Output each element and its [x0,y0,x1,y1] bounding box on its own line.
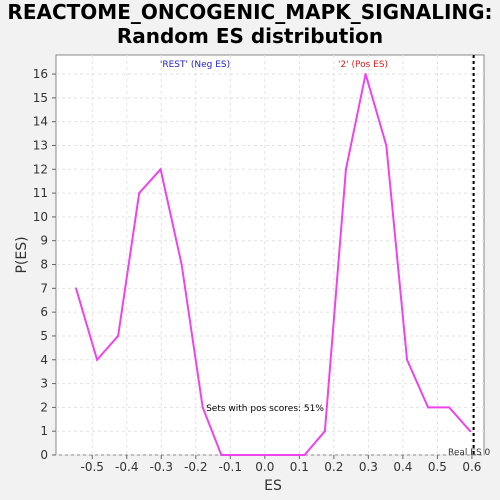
y-tick-label: 14 [33,115,48,129]
data-point [96,358,99,361]
x-tick-label: -0.2 [184,460,207,474]
data-point [303,454,306,456]
x-axis-title: ES [264,478,282,494]
data-point [180,263,183,266]
data-point [448,406,451,409]
x-tick-label: 0.6 [462,460,481,474]
x-tick-label: -0.1 [219,460,242,474]
chart-title-line-2: Random ES distribution [116,24,384,48]
pos-scores-note: Sets with pos scores: 51% [206,404,324,414]
data-point [284,454,287,456]
y-tick-label: 4 [40,353,48,367]
x-tick-label: 0.4 [393,460,412,474]
x-tick-label: -0.4 [115,460,138,474]
series-points [75,73,472,456]
data-point [201,406,204,409]
pos-es-label: '2' (Pos ES) [338,60,388,70]
data-point [220,454,223,456]
real-es-label: Real ES 0 [448,448,491,458]
y-tick-label: 0 [40,448,48,462]
chart-title: REACTOME_ONCOGENIC_MAPK_SIGNALING: Rando… [0,0,500,48]
x-axis-ticks: -0.5 -0.4 -0.3 -0.2 -0.1 0.0 0.1 0.2 0.3 0.4 0.5 0.… [81,455,481,474]
data-point [323,430,326,433]
data-point [385,144,388,147]
y-tick-label: 15 [33,91,48,105]
y-tick-label: 13 [33,138,48,152]
y-tick-label: 5 [40,329,48,343]
y-tick-label: 10 [33,210,48,224]
x-tick-label: 0.0 [255,460,274,474]
y-tick-label: 11 [33,186,48,200]
y-tick-label: 2 [40,400,48,414]
data-point [344,168,347,171]
data-point [427,406,430,409]
y-tick-label: 16 [33,67,48,81]
grid [56,55,484,456]
plot-area [55,54,485,456]
y-tick-label: 1 [40,424,48,438]
data-point [138,192,141,195]
x-tick-label: 0.5 [428,460,447,474]
data-point [469,430,472,433]
y-tick-label: 3 [40,377,48,391]
y-tick-label: 9 [40,234,48,248]
x-tick-label: -0.5 [81,460,104,474]
data-point [117,334,120,337]
data-point [406,358,409,361]
series-line [75,73,471,456]
data-point [242,454,245,456]
y-tick-label: 6 [40,305,48,319]
y-tick-label: 12 [33,162,48,176]
neg-es-label: 'REST' (Neg ES) [160,60,230,70]
y-tick-label: 8 [40,258,48,272]
chart-title-line-1: REACTOME_ONCOGENIC_MAPK_SIGNALING: [7,0,493,24]
data-point [364,73,367,76]
data-point [159,168,162,171]
data-point [75,287,78,290]
x-tick-label: 0.2 [324,460,343,474]
x-tick-label: 0.3 [359,460,378,474]
y-axis-title: P(ES) [14,236,30,273]
x-tick-label: -0.3 [150,460,173,474]
data-point [263,454,266,456]
y-tick-label: 7 [40,281,48,295]
x-tick-label: 0.1 [290,460,309,474]
